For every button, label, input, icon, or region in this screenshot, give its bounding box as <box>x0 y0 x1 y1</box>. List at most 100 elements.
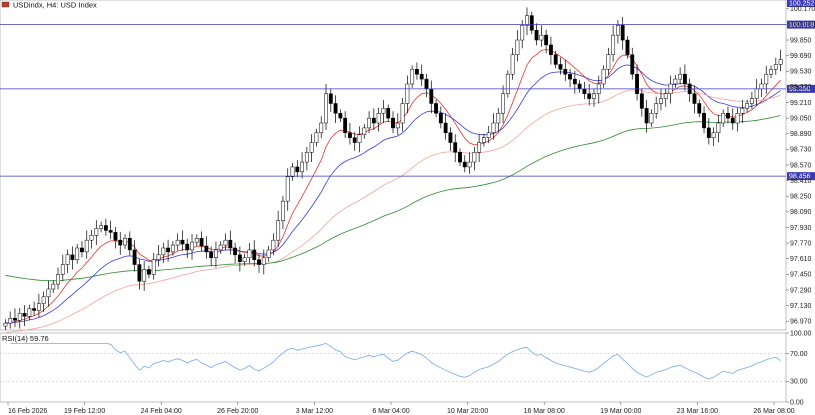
candle-body <box>84 239 89 253</box>
y-tick-label: 99.690 <box>790 53 812 60</box>
candle-body <box>682 73 687 85</box>
x-tick-label: 16 Mar 08:00 <box>524 408 565 415</box>
candle-body <box>13 318 17 321</box>
rsi-tick-label: 100.00 <box>790 330 812 337</box>
candle-body <box>395 122 400 129</box>
candle-body <box>151 259 156 275</box>
candle-body <box>625 39 630 55</box>
candle-body <box>400 103 405 124</box>
candle-body <box>726 113 730 119</box>
candle-body <box>194 237 199 243</box>
y-tick-label: 97.130 <box>790 303 812 310</box>
y-tick-label: 99.050 <box>790 115 812 122</box>
candle-body <box>620 25 625 41</box>
price-level-tag-label: 99.350 <box>789 86 811 93</box>
symbol-header: USDindx, H4: USD Index <box>1 1 97 10</box>
candle-body <box>415 69 419 75</box>
candle-body <box>749 98 754 104</box>
candle-body <box>663 93 668 99</box>
candle-body <box>515 39 520 55</box>
candle-body <box>659 98 663 104</box>
x-tick-label: 19 Feb 12:00 <box>64 408 105 415</box>
candle-body <box>247 249 252 259</box>
candle-body <box>190 241 194 251</box>
candle-body <box>706 127 711 138</box>
candle-body <box>711 132 716 138</box>
rsi-tick-label: 0.00 <box>790 399 804 406</box>
candle-body <box>697 103 702 114</box>
candle-body <box>692 93 697 104</box>
x-tick-label: 3 Mar 12:00 <box>296 408 333 415</box>
x-tick-label: 24 Feb 04:00 <box>141 408 182 415</box>
candle-body <box>300 161 305 173</box>
candle-body <box>108 230 113 233</box>
candle-body <box>89 235 94 241</box>
candle-body <box>127 237 132 251</box>
candle-body <box>3 322 8 327</box>
candle-body <box>716 122 721 134</box>
candle-body <box>745 103 750 109</box>
candle-body <box>740 108 745 114</box>
candle-body <box>721 113 726 124</box>
candle-body <box>486 132 491 138</box>
candle-body <box>132 249 137 265</box>
candle-body <box>448 132 453 143</box>
y-tick-label: 100.010 <box>790 22 815 29</box>
candle-body <box>678 73 683 80</box>
y-tick-label: 98.250 <box>790 194 812 201</box>
candle-body <box>481 137 486 143</box>
candle-body <box>615 25 620 36</box>
candle-body <box>75 247 80 260</box>
x-tick-label: 23 Mar 16:00 <box>677 408 718 415</box>
candle-body <box>214 249 218 259</box>
candle-body <box>237 254 242 262</box>
candle-body <box>362 127 367 135</box>
candle-body <box>324 93 328 124</box>
price-level-tag-label: 100.008 <box>789 22 814 29</box>
symbol-title: USDindx, H4: USD Index <box>13 1 97 10</box>
candle-body <box>304 152 309 163</box>
candle-body <box>491 122 496 134</box>
candle-body <box>419 73 424 80</box>
candle-body <box>405 83 410 104</box>
candle-body <box>161 247 166 256</box>
candle-body <box>754 88 759 99</box>
candle-body <box>223 239 228 246</box>
candle-body <box>94 228 99 236</box>
candle-body <box>453 142 458 153</box>
candle-body <box>611 34 616 55</box>
candle-body <box>276 220 281 241</box>
candle-body <box>51 283 56 290</box>
candle-body <box>266 249 271 259</box>
candle-body <box>649 113 654 124</box>
candle-body <box>333 103 338 114</box>
candle-body <box>328 93 333 104</box>
candle-body <box>606 54 611 70</box>
candle-body <box>199 237 204 247</box>
rsi-line <box>10 342 781 380</box>
x-tick-label: 10 Mar 20:00 <box>447 408 488 415</box>
candle-body <box>113 232 118 241</box>
candle-body <box>352 137 357 143</box>
candle-body <box>56 274 60 285</box>
price-level-tag <box>787 20 815 29</box>
candle-body <box>702 113 706 129</box>
candle-body <box>639 93 644 109</box>
symbol-flag-icon <box>1 1 10 8</box>
candle-body <box>601 69 606 85</box>
y-tick-label: 98.890 <box>790 131 812 138</box>
candle-body <box>467 161 472 168</box>
candle-body <box>477 142 482 153</box>
rsi-tick-label: 30.00 <box>790 379 808 386</box>
candle-body <box>778 59 783 65</box>
y-tick-label: 99.530 <box>790 69 812 76</box>
y-tick-label: 97.450 <box>790 272 812 279</box>
candle-body <box>673 78 678 85</box>
candle-body <box>568 73 572 80</box>
candle-body <box>544 34 549 46</box>
candle-body <box>520 25 525 41</box>
candle-body <box>371 117 376 124</box>
candle-body <box>338 113 343 119</box>
